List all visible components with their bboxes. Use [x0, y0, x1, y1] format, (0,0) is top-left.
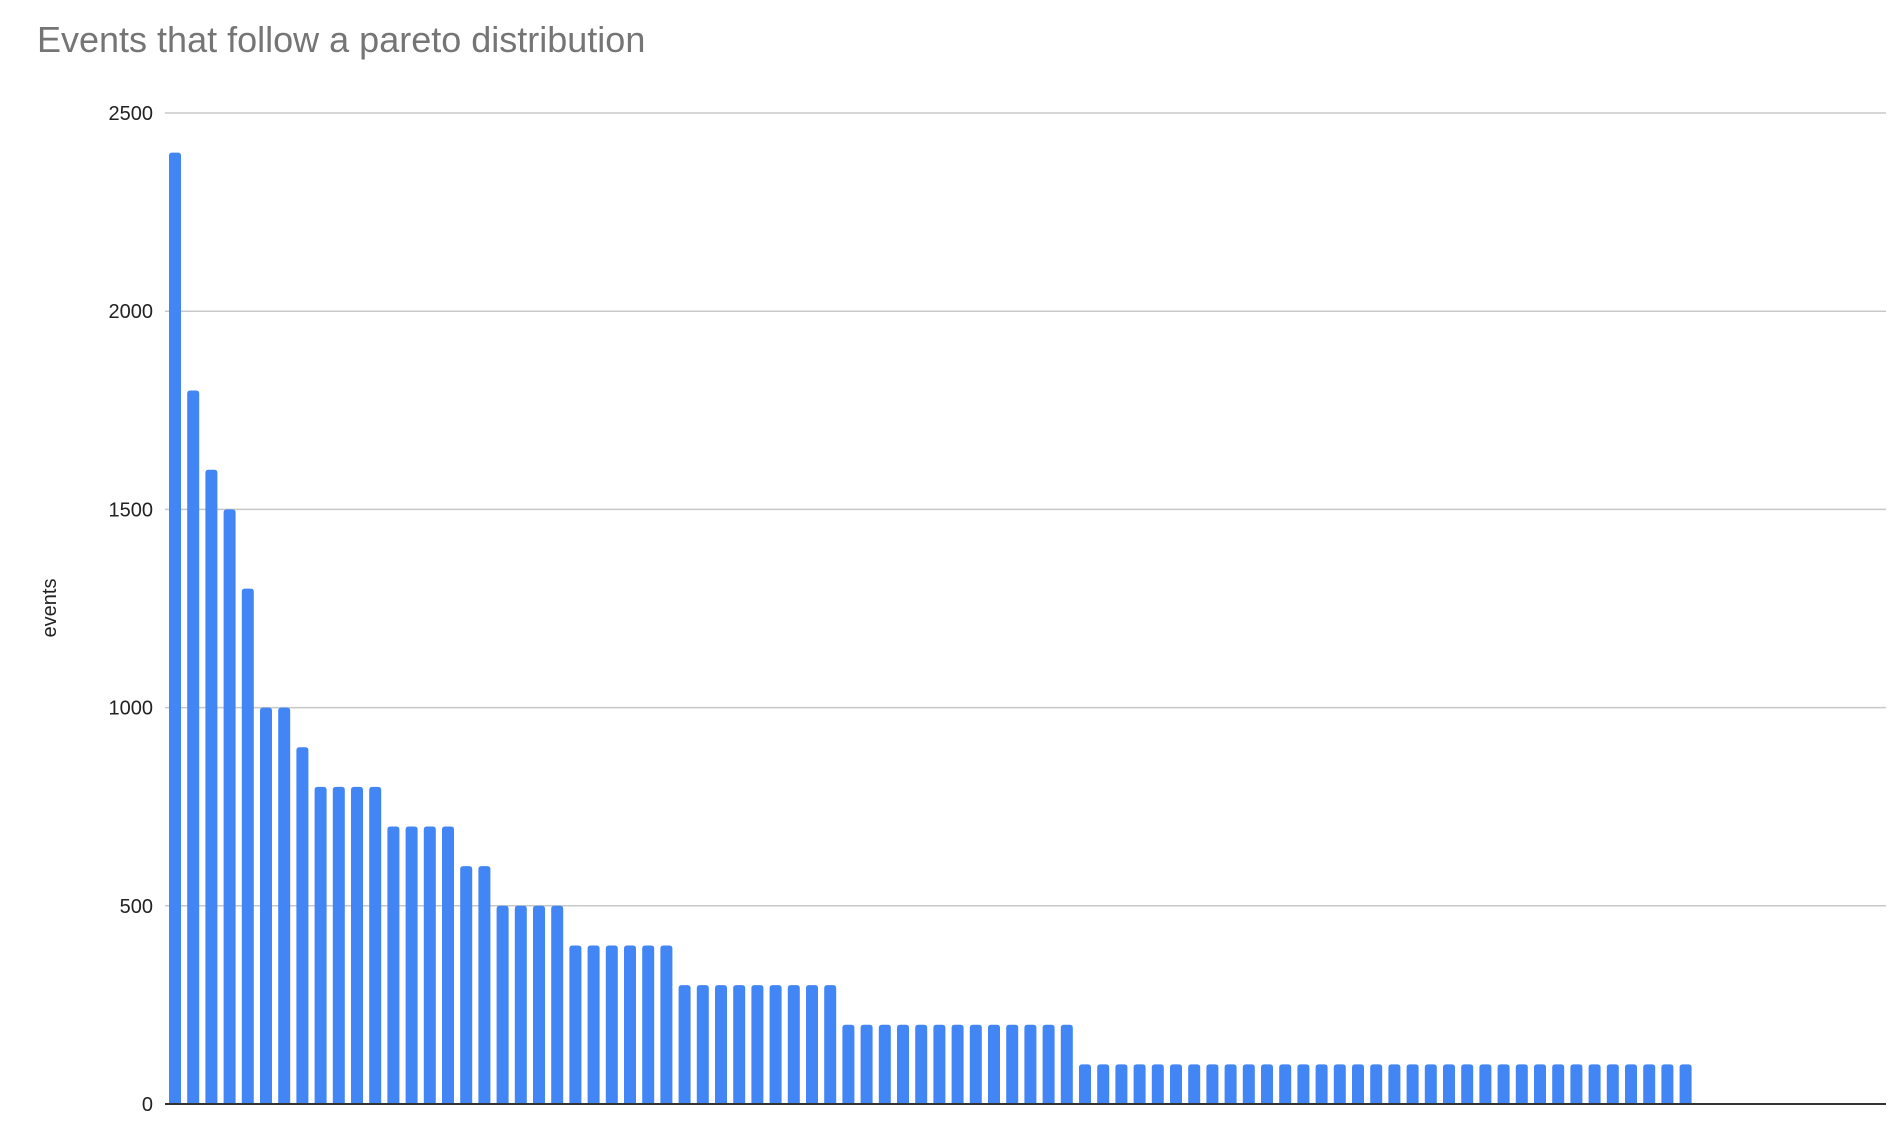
bar [1097, 1064, 1110, 1104]
bar [1060, 1024, 1073, 1104]
bar [1079, 1064, 1091, 1104]
bar [1352, 1064, 1364, 1104]
bar [332, 786, 345, 1104]
bar [951, 1024, 964, 1104]
bar [423, 826, 436, 1104]
bar [751, 985, 764, 1104]
bar [1279, 1064, 1292, 1104]
bar [842, 1024, 855, 1104]
bar [1188, 1064, 1201, 1104]
bar [1479, 1064, 1492, 1104]
bar [442, 826, 454, 1104]
bar [478, 866, 491, 1104]
bar [351, 786, 363, 1104]
bar [1297, 1064, 1310, 1104]
bar [187, 390, 200, 1105]
bar [824, 985, 837, 1104]
y-tick-label: 1000 [109, 698, 154, 720]
bar [569, 945, 582, 1104]
bar [660, 945, 673, 1104]
bar [897, 1024, 909, 1104]
bar [696, 985, 709, 1104]
bar [1534, 1064, 1546, 1104]
bar [1115, 1064, 1128, 1104]
bar [369, 786, 382, 1104]
bar [533, 905, 545, 1104]
y-axis-ticks: 0 500 1000 1500 2000 2500 [109, 103, 154, 1116]
bar [715, 985, 727, 1104]
bar [1224, 1064, 1237, 1104]
bar [1242, 1064, 1255, 1104]
bar [1261, 1064, 1273, 1104]
bar [678, 985, 691, 1104]
bar [405, 826, 418, 1104]
bar [860, 1024, 873, 1104]
bar [1170, 1064, 1182, 1104]
bar [1515, 1064, 1528, 1104]
bar [496, 905, 509, 1104]
bar [1661, 1064, 1674, 1104]
bar [642, 945, 655, 1104]
bar [1133, 1064, 1146, 1104]
bar [241, 588, 254, 1104]
bar [1606, 1064, 1619, 1104]
bar [733, 985, 746, 1104]
chart-title: Events that follow a pareto distribution [37, 19, 645, 60]
bar [1006, 1024, 1019, 1104]
bar [1042, 1024, 1055, 1104]
bar [1388, 1064, 1401, 1104]
bar [933, 1024, 946, 1104]
bar [314, 786, 327, 1104]
bar [514, 905, 527, 1104]
bar [1643, 1064, 1656, 1104]
bar [1679, 1064, 1692, 1104]
bar [1443, 1064, 1455, 1104]
bar [1406, 1064, 1419, 1104]
bar [1206, 1064, 1219, 1104]
y-tick-label: 0 [142, 1094, 153, 1116]
bar [296, 747, 309, 1104]
bar [1024, 1024, 1037, 1104]
bar [1151, 1064, 1164, 1104]
y-tick-label: 1500 [109, 499, 154, 521]
bar [460, 866, 473, 1104]
bar [1315, 1064, 1328, 1104]
bar [1424, 1064, 1437, 1104]
bar [1497, 1064, 1510, 1104]
bar [387, 826, 400, 1104]
bar [769, 985, 782, 1104]
bar [624, 945, 636, 1104]
bar [278, 707, 291, 1104]
y-tick-label: 500 [120, 896, 153, 918]
bars [169, 152, 1692, 1105]
bar [1552, 1064, 1565, 1104]
bar [988, 1024, 1000, 1104]
y-axis-label: events [39, 579, 61, 638]
bar [1588, 1064, 1601, 1104]
bar [1570, 1064, 1583, 1104]
bar [260, 707, 272, 1104]
bar [1370, 1064, 1383, 1104]
bar [587, 945, 600, 1104]
bar [806, 985, 818, 1104]
bar [1333, 1064, 1346, 1104]
bar [551, 905, 564, 1104]
bar [605, 945, 618, 1104]
bar [915, 1024, 928, 1104]
bar [787, 985, 800, 1104]
bar [169, 152, 181, 1104]
y-tick-label: 2000 [109, 301, 154, 323]
bar [1625, 1064, 1637, 1104]
bar [878, 1024, 891, 1104]
gridlines [165, 112, 1886, 907]
y-tick-label: 2500 [109, 103, 154, 125]
bar [223, 509, 236, 1104]
bar [1461, 1064, 1474, 1104]
bar [969, 1024, 982, 1104]
bar [205, 469, 218, 1104]
